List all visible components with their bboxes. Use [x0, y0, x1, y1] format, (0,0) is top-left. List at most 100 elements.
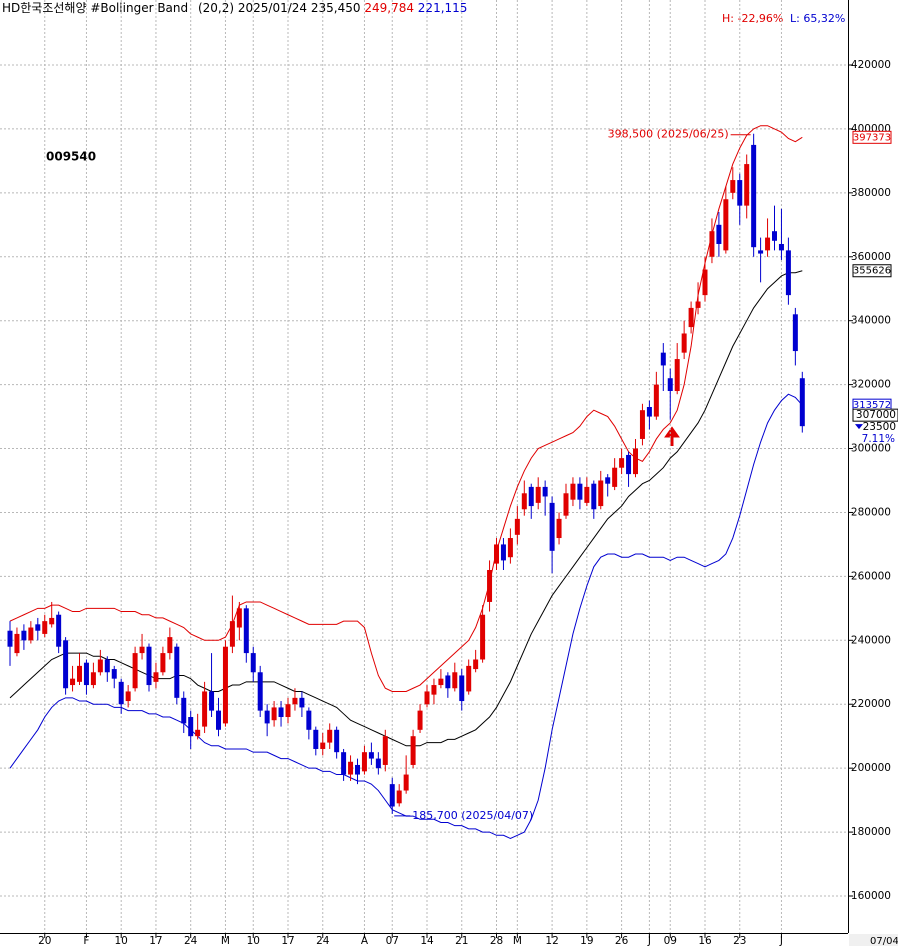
x-tick-label: 20	[38, 935, 51, 946]
candle-body	[14, 633, 20, 654]
x-tick-label: 12	[545, 935, 558, 946]
candle-body	[375, 758, 381, 769]
candle-body	[570, 483, 576, 500]
x-tick-label: 23	[733, 935, 746, 946]
candle-body	[174, 646, 180, 698]
candle-body	[646, 406, 652, 417]
band-value-box	[852, 130, 892, 144]
candle-body	[299, 697, 305, 708]
candle-body	[549, 502, 555, 551]
indicator: #Bollinger Band	[90, 1, 188, 15]
candle-body	[396, 790, 402, 804]
x-tick-label: 26	[615, 935, 629, 946]
candle-body	[521, 493, 527, 510]
candle-body	[737, 180, 743, 206]
candle-body	[653, 384, 659, 417]
candle-body	[257, 672, 263, 711]
x-tick-label: 24	[316, 935, 330, 946]
candle-body	[792, 314, 798, 352]
candle-body	[445, 675, 451, 689]
params: (20,2)	[198, 1, 234, 15]
y-tick-label: 160000	[851, 890, 891, 902]
y-tick-label: 360000	[851, 251, 891, 263]
date-label: 07/04	[870, 936, 898, 946]
candle-body	[118, 681, 124, 705]
candle-body	[139, 646, 145, 654]
candle-body	[772, 231, 777, 241]
low-change: L: 65,32%	[790, 12, 845, 25]
x-tick-label: 14	[420, 935, 434, 946]
candle-body	[667, 378, 673, 392]
candle-body	[327, 729, 333, 743]
candle-body	[709, 231, 715, 257]
candle-body	[160, 653, 166, 673]
candle-body	[688, 307, 694, 328]
candle-body	[695, 301, 701, 308]
band-line	[9, 125, 803, 692]
candle-body	[292, 697, 298, 705]
x-tick-label: 28	[490, 935, 503, 946]
y-tick-label: 320000	[851, 379, 891, 391]
candle-body	[97, 659, 103, 673]
candle-body	[90, 672, 96, 686]
candle-body	[723, 199, 729, 251]
x-tick-label: 24	[184, 935, 198, 946]
candle-body	[410, 736, 416, 765]
candle-body	[83, 662, 89, 686]
band-line	[9, 270, 803, 747]
candle-body	[674, 359, 680, 392]
candle-body	[473, 659, 479, 670]
candle-body	[633, 448, 638, 475]
candle-body	[153, 672, 159, 682]
candle-body	[202, 691, 208, 727]
x-tick-label: F	[83, 935, 89, 946]
x-tick-label: 09	[664, 935, 677, 946]
candle-body	[751, 144, 757, 248]
x-tick-label: M	[513, 935, 522, 946]
date-box	[849, 934, 898, 946]
candle-body	[389, 784, 395, 807]
candle-body	[28, 627, 34, 641]
candle-body	[452, 672, 458, 689]
candle-body	[63, 640, 69, 689]
candle-body	[125, 691, 131, 702]
candle-body	[56, 614, 62, 647]
band-value-label: 355626	[853, 266, 891, 277]
candle-body	[355, 764, 360, 775]
high-change: H: -22,96%	[722, 12, 783, 25]
header: HD한국조선해양 #Bollinger Band (20,2) 2025/01/…	[2, 1, 467, 15]
candle-body	[236, 608, 242, 628]
x-tick-label: 17	[149, 935, 162, 946]
y-tick-label: 340000	[851, 315, 891, 327]
candle-body	[181, 697, 187, 724]
candle-body	[348, 761, 354, 775]
candle-body	[660, 352, 666, 366]
candle-body	[591, 483, 597, 510]
candle-body	[320, 742, 326, 749]
change-label: 23500	[863, 421, 896, 433]
candle-body	[619, 458, 625, 468]
candle-body	[584, 486, 590, 503]
stock-name: HD한국조선해양	[2, 1, 87, 15]
candle-body	[626, 454, 632, 475]
candle-body	[778, 243, 784, 251]
candle-body	[341, 752, 347, 775]
candle-body	[577, 483, 583, 500]
candle-body	[403, 774, 409, 791]
low-annotation: 185,700 (2025/04/07)	[412, 809, 533, 822]
candle-body	[132, 653, 138, 689]
candle-body	[229, 621, 235, 647]
x-tick-label: A	[361, 935, 369, 946]
candle-body	[264, 710, 270, 724]
y-tick-label: 380000	[851, 187, 891, 199]
x-tick-label: M	[221, 935, 230, 946]
candle-body	[222, 646, 228, 724]
y-tick-label: 200000	[851, 762, 891, 774]
candle-body	[480, 614, 486, 660]
candle-body	[528, 486, 534, 507]
candle-body	[730, 180, 736, 193]
x-tick-label: 21	[455, 935, 468, 946]
candle-body	[382, 736, 388, 765]
band-value-label: 397373	[853, 132, 891, 143]
